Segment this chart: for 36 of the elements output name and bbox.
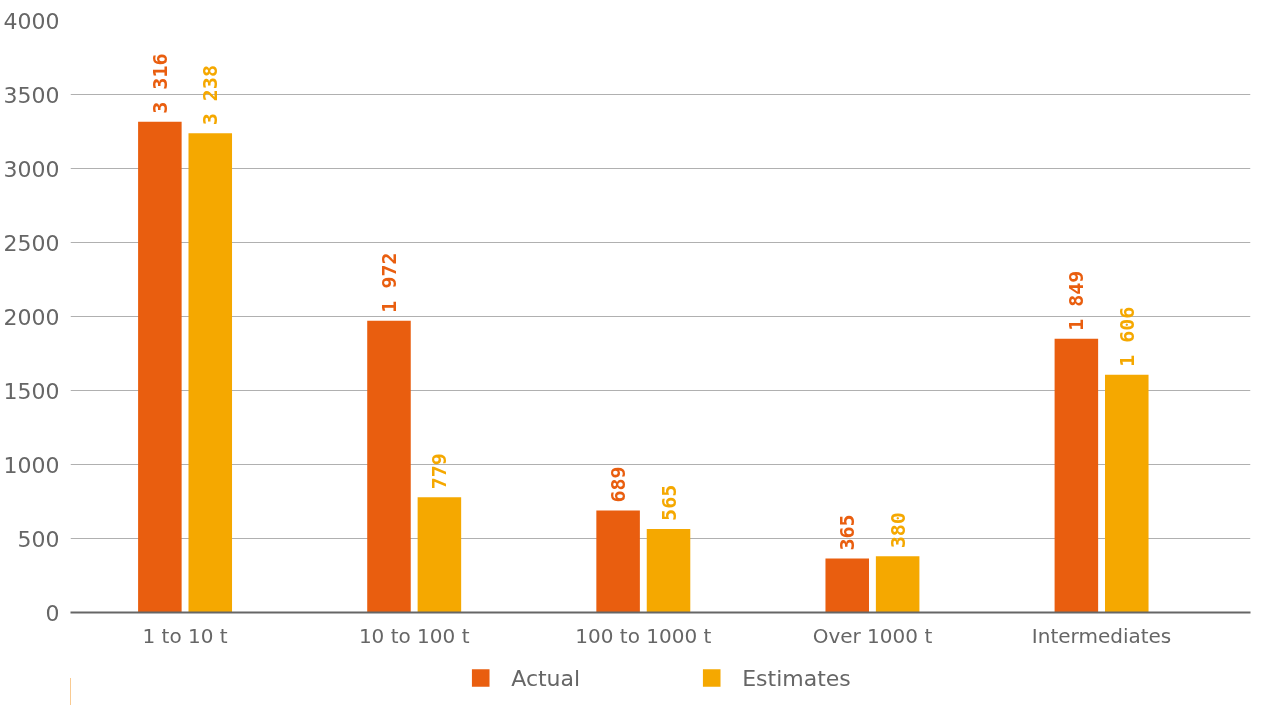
bar bbox=[875, 556, 920, 613]
data-label: 1 972 bbox=[376, 252, 401, 313]
legend-label: Actual bbox=[511, 665, 581, 690]
bar bbox=[646, 528, 691, 613]
legend-label: Estimates bbox=[742, 665, 851, 690]
x-tick-label: Over 1000 t bbox=[812, 623, 933, 648]
bar bbox=[1054, 338, 1099, 613]
y-tick-label: 4000 bbox=[3, 8, 60, 34]
bar bbox=[825, 558, 869, 613]
y-tick-label: 3500 bbox=[3, 82, 60, 108]
data-label: 565 bbox=[656, 484, 681, 521]
y-tick-label: 1500 bbox=[3, 378, 60, 404]
bar bbox=[367, 320, 411, 613]
data-label: 3 238 bbox=[198, 65, 223, 126]
y-tick-label: 1000 bbox=[3, 452, 60, 478]
bar bbox=[1105, 374, 1149, 613]
data-label: 1 849 bbox=[1064, 270, 1089, 331]
x-tick-label: 100 to 1000 t bbox=[575, 623, 712, 648]
data-label: 3 316 bbox=[147, 53, 172, 114]
y-tick-label: 3000 bbox=[3, 156, 60, 182]
bar bbox=[188, 133, 233, 613]
bar bbox=[596, 510, 640, 613]
data-label: 365 bbox=[835, 514, 860, 551]
bar bbox=[138, 121, 182, 613]
x-tick-label: 1 to 10 t bbox=[142, 623, 228, 648]
y-tick-label: 0 bbox=[45, 600, 60, 626]
data-label: 380 bbox=[885, 512, 910, 549]
x-tick-label: 10 to 100 t bbox=[358, 623, 470, 648]
data-label: 689 bbox=[606, 466, 631, 503]
y-tick-label: 2000 bbox=[3, 304, 60, 330]
x-tick-label: Intermediates bbox=[1031, 623, 1172, 648]
y-tick-label: 500 bbox=[17, 526, 60, 552]
data-label: 1 606 bbox=[1114, 306, 1139, 367]
data-label: 779 bbox=[427, 453, 452, 490]
bar bbox=[417, 497, 462, 613]
y-tick-label: 2500 bbox=[3, 230, 60, 256]
